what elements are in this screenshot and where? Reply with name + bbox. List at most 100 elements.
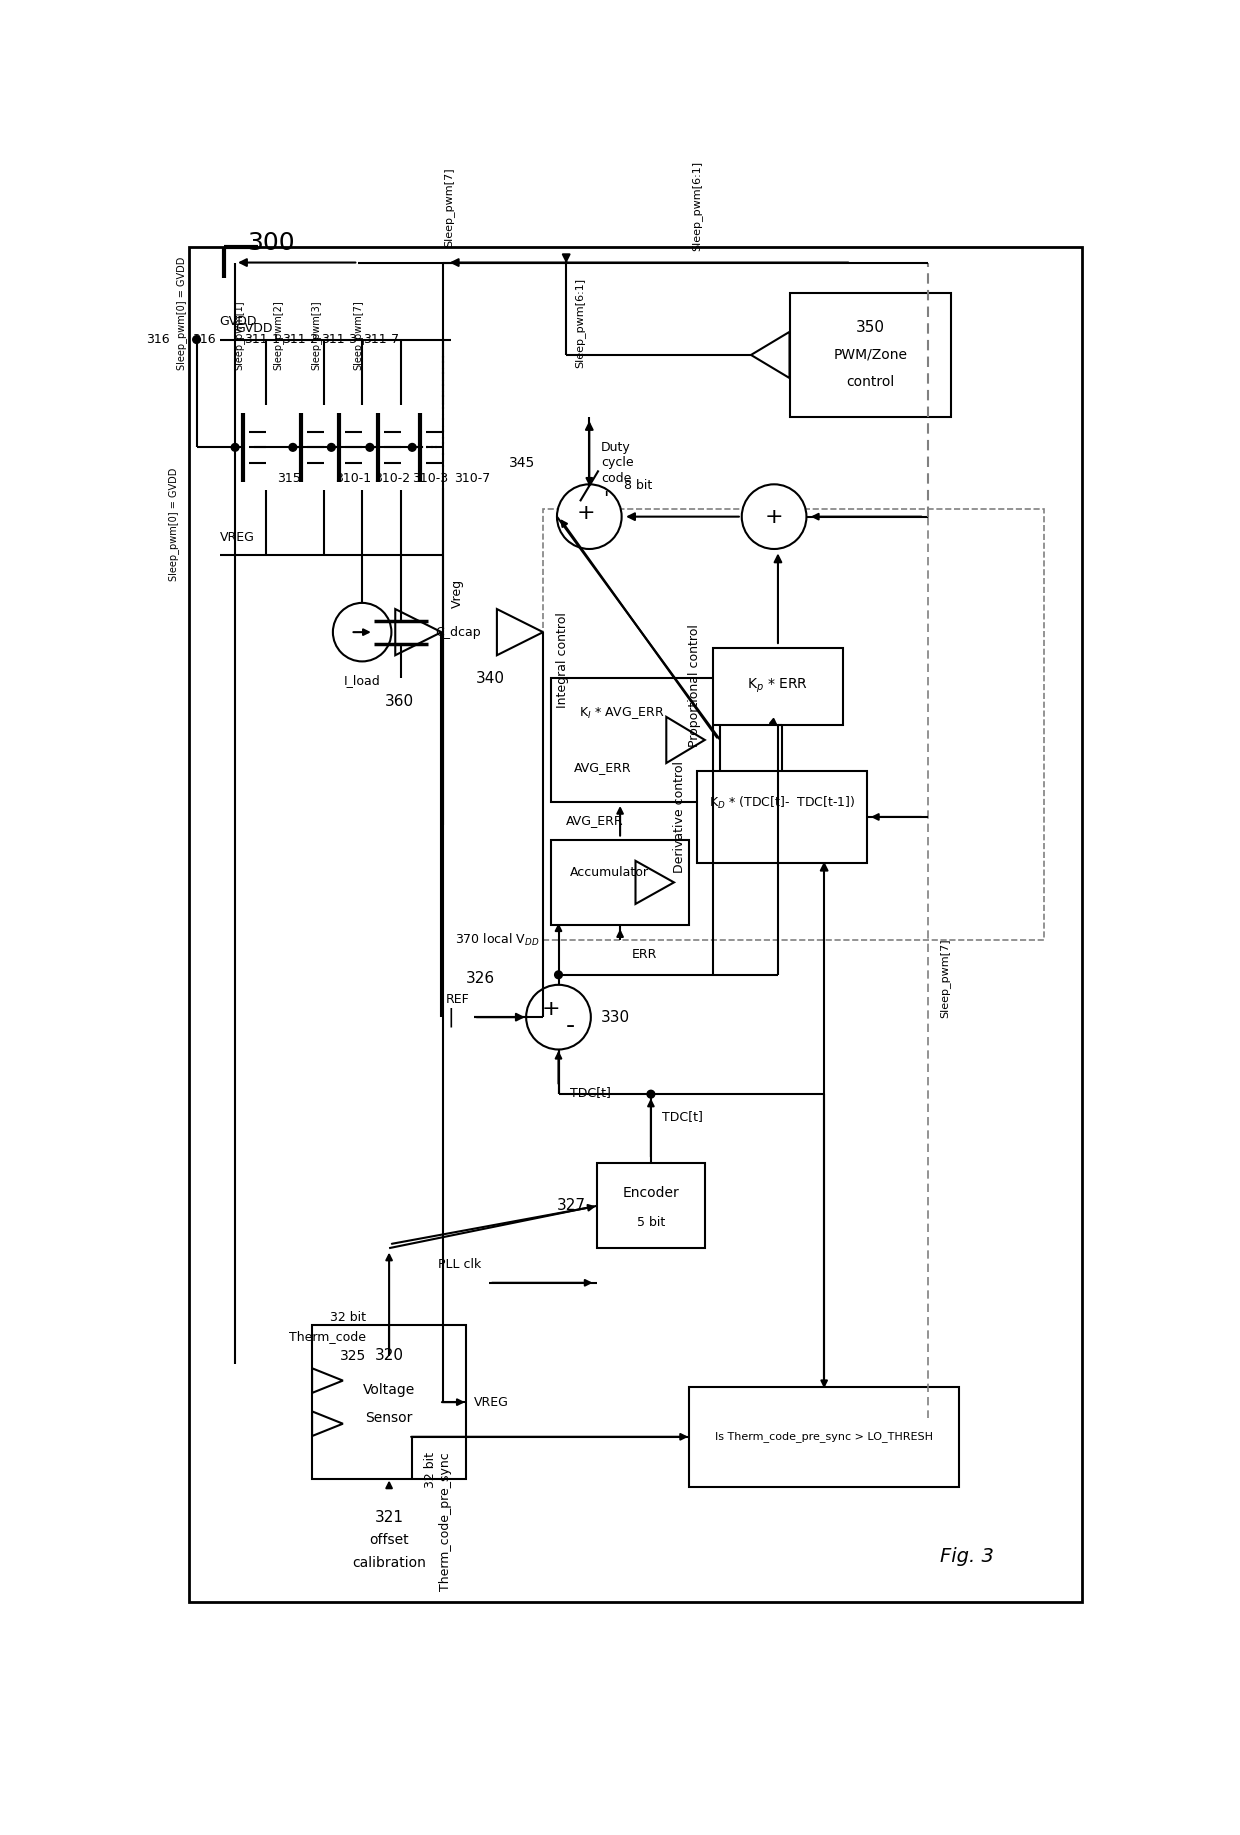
Polygon shape [497,609,543,655]
Text: 360: 360 [386,694,414,708]
Text: 340: 340 [476,672,505,686]
Text: Sensor: Sensor [366,1411,413,1424]
Text: 311-3: 311-3 [321,332,357,347]
Text: Derivative control: Derivative control [672,762,686,873]
Text: Sleep_pwm[3]: Sleep_pwm[3] [310,301,321,371]
Text: Sleep_pwm[7]: Sleep_pwm[7] [443,167,454,248]
Text: Sleep_pwm[7]: Sleep_pwm[7] [353,301,363,371]
Polygon shape [751,332,790,378]
Text: K$_p$ * ERR: K$_p$ * ERR [748,677,808,695]
Text: VREG: VREG [474,1396,508,1409]
Text: 316: 316 [192,332,216,347]
Text: cycle: cycle [601,457,634,470]
Text: GVDD: GVDD [236,321,273,334]
Text: 370 local V$_{DD}$: 370 local V$_{DD}$ [455,932,539,949]
Polygon shape [396,609,441,655]
Text: 311-1: 311-1 [244,332,280,347]
Circle shape [408,444,417,451]
Text: Integral control: Integral control [556,611,569,708]
Bar [312,1325,466,1479]
Text: I_load: I_load [343,675,381,688]
Text: Therm_code_pre_sync: Therm_code_pre_sync [439,1451,453,1591]
Text: 32 bit: 32 bit [330,1310,366,1323]
Text: Fig. 3: Fig. 3 [940,1547,993,1565]
Circle shape [366,444,373,451]
Text: code: code [601,472,631,484]
Text: AVG_ERR: AVG_ERR [567,815,624,828]
Text: 350: 350 [856,321,885,336]
Text: |: | [448,1007,454,1028]
Text: C_dcap: C_dcap [435,626,481,639]
Text: calibration: calibration [352,1556,427,1571]
Polygon shape [312,1369,343,1393]
Text: 310-7: 310-7 [455,472,491,484]
Text: Sleep_pwm[6:1]: Sleep_pwm[6:1] [692,161,703,251]
Text: 311-2: 311-2 [283,332,319,347]
Text: -: - [565,1015,574,1039]
Text: PLL clk: PLL clk [438,1259,481,1272]
Bar [689,1387,959,1486]
Text: Therm_code: Therm_code [289,1330,366,1343]
Text: +: + [765,506,784,527]
Circle shape [231,444,239,451]
Text: 316: 316 [146,332,170,347]
Text: 300: 300 [247,231,294,255]
Circle shape [332,604,392,661]
Text: Voltage: Voltage [363,1384,415,1396]
Text: +: + [577,503,595,523]
Text: K$_D$ * (TDC[t]-  TDC[t-1]): K$_D$ * (TDC[t]- TDC[t-1]) [708,795,856,811]
Circle shape [557,484,621,549]
Polygon shape [312,1411,343,1437]
Text: 345: 345 [510,455,536,470]
Text: ': ' [604,490,609,508]
Text: Sleep_pwm[2]: Sleep_pwm[2] [272,301,283,371]
Text: GVDD: GVDD [219,316,257,328]
Text: Is Therm_code_pre_sync > LO_THRESH: Is Therm_code_pre_sync > LO_THRESH [715,1431,934,1442]
Text: ERR: ERR [631,949,657,962]
Circle shape [327,444,335,451]
Text: offset: offset [370,1532,409,1547]
Text: 326: 326 [466,971,495,985]
Text: AVG_ERR: AVG_ERR [574,760,631,774]
Circle shape [647,1090,655,1097]
Bar [713,648,843,725]
Text: 321: 321 [374,1510,403,1525]
Text: control: control [846,374,894,389]
Text: Sleep_pwm[0] = GVDD: Sleep_pwm[0] = GVDD [169,468,179,582]
Text: 330: 330 [601,1009,630,1024]
Text: 310-1: 310-1 [335,472,371,484]
Text: Duty: Duty [601,440,631,453]
Text: Accumulator: Accumulator [569,866,649,879]
Text: TDC[t]: TDC[t] [570,1086,611,1099]
Circle shape [192,336,201,343]
Text: 311-7: 311-7 [363,332,399,347]
Polygon shape [635,861,675,905]
Text: Vreg: Vreg [450,580,464,607]
Bar [551,679,720,802]
Circle shape [742,484,806,549]
Text: 315: 315 [278,472,301,484]
Text: PWM/Zone: PWM/Zone [833,349,908,361]
Text: Sleep_pwm[7]: Sleep_pwm[7] [940,940,951,1018]
Text: VREG: VREG [219,530,254,543]
Text: +: + [542,1000,560,1020]
Text: 327: 327 [557,1198,585,1213]
Text: Sleep_pwm[0] = GVDD: Sleep_pwm[0] = GVDD [176,257,187,371]
Bar [551,840,689,925]
Text: TDC[t]: TDC[t] [662,1110,703,1123]
Text: 5 bit: 5 bit [637,1217,665,1229]
Circle shape [554,971,563,978]
Text: Proportional control: Proportional control [688,624,701,747]
Text: 8 bit: 8 bit [624,479,652,492]
Text: Sleep_pwm[1]: Sleep_pwm[1] [233,301,244,371]
Bar [596,1163,704,1248]
Bar [697,771,867,862]
Text: 32 bit: 32 bit [424,1451,436,1488]
Text: 320: 320 [374,1349,403,1363]
Bar [790,294,951,417]
Text: K$_I$ * AVG_ERR: K$_I$ * AVG_ERR [579,705,665,721]
Circle shape [526,985,590,1050]
Text: 325: 325 [340,1349,366,1363]
Polygon shape [666,717,704,763]
Text: REF: REF [446,993,470,1006]
